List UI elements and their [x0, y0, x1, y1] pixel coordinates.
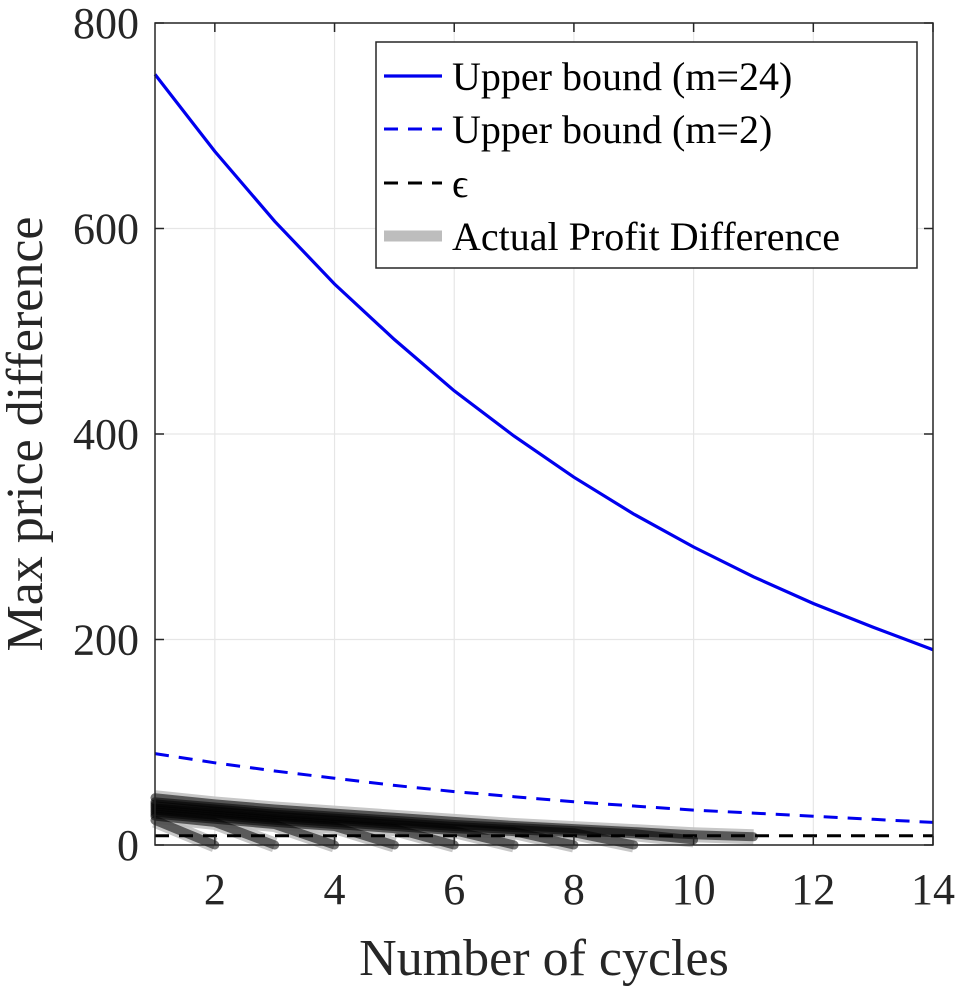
actual-profit-run — [150, 815, 220, 850]
y-tick-label: 600 — [73, 205, 139, 254]
actual-profit-run — [150, 793, 758, 842]
legend-item: ϵ — [384, 161, 468, 206]
legend-label: Upper bound (m=24) — [452, 54, 792, 99]
actual-profit-difference-runs — [150, 790, 758, 853]
x-tick-label: 12 — [791, 865, 835, 914]
y-tick-label: 200 — [73, 616, 139, 665]
legend-label: Actual Profit Difference — [452, 214, 840, 259]
legend-label: ϵ — [452, 161, 468, 206]
legend-item: Actual Profit Difference — [384, 214, 840, 259]
x-tick-label: 2 — [204, 865, 226, 914]
y-tick-label: 0 — [117, 821, 139, 870]
legend-item: Upper bound (m=24) — [384, 54, 792, 99]
x-axis-title: Number of cycles — [359, 930, 729, 987]
legend: Upper bound (m=24) Upper bound (m=2) ϵ Actu… — [375, 41, 918, 269]
legend-box — [375, 41, 918, 269]
x-tick-label: 14 — [911, 865, 955, 914]
upper-bound-m24-line — [153, 73, 934, 652]
x-tick-label: 10 — [672, 865, 716, 914]
legend-label: Upper bound (m=2) — [452, 107, 772, 152]
upper-bound-m2-line — [154, 752, 934, 824]
legend-item: Upper bound (m=2) — [384, 107, 772, 152]
y-tick-label: 800 — [73, 0, 139, 48]
y-axis-title: Max price difference — [0, 216, 54, 651]
x-tick-label: 6 — [443, 865, 465, 914]
series-lines — [153, 73, 934, 838]
x-tick-label: 8 — [563, 865, 585, 914]
axis-ticks: 2 4 6 8 10 12 14 0 200 400 600 800 — [73, 0, 955, 914]
x-tick-label: 4 — [324, 865, 346, 914]
y-tick-label: 400 — [73, 410, 139, 459]
